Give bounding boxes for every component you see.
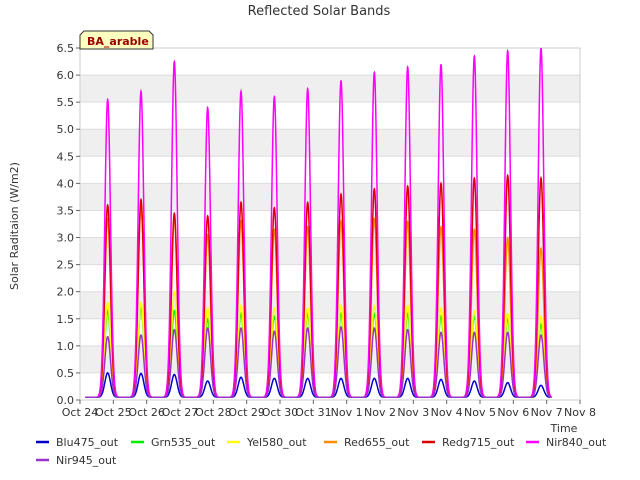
x-tick-label: Nov 5 — [464, 406, 496, 419]
y-tick-label: 6.0 — [57, 69, 75, 82]
y-tick-label: 3.0 — [57, 232, 75, 245]
x-tick-label: Oct 26 — [128, 406, 165, 419]
legend-label: Nir840_out — [546, 436, 607, 449]
plot-band — [80, 129, 580, 157]
x-tick-label: Nov 4 — [431, 406, 463, 419]
legend-label: Redg715_out — [442, 436, 515, 449]
legend: Blu475_out Grn535_out Yel580_out Red655_out… — [36, 436, 607, 467]
legend-label: Nir945_out — [56, 454, 117, 467]
legend-label: Blu475_out — [56, 436, 119, 449]
plot-frame — [79, 47, 581, 401]
x-tick-label: Oct 30 — [262, 406, 299, 419]
plot-band — [80, 183, 580, 211]
x-tick-label: Nov 8 — [564, 406, 596, 419]
y-tick-label: 0.5 — [57, 367, 75, 380]
x-tick-label: Nov 7 — [531, 406, 563, 419]
x-tick-label: Oct 29 — [228, 406, 265, 419]
series-line-nir945_out — [85, 325, 552, 399]
plot-band — [80, 291, 580, 319]
x-tick-label: Nov 3 — [397, 406, 429, 419]
x-tick-label: Oct 25 — [95, 406, 132, 419]
x-tick-label: Oct 31 — [295, 406, 332, 419]
x-tick-label: Nov 2 — [364, 406, 396, 419]
site-badge-label: BA_arable — [87, 35, 149, 48]
x-tick-label: Nov 6 — [497, 406, 529, 419]
site-badge: BA_arable — [79, 30, 154, 50]
plot-background — [80, 48, 580, 400]
y-tick-label: 0.0 — [57, 394, 75, 407]
plot-band — [80, 345, 580, 373]
chart-title: Reflected Solar Bands — [248, 4, 391, 19]
legend-label: Yel580_out — [246, 436, 307, 449]
x-tick-label: Oct 27 — [162, 406, 199, 419]
y-tick-label: 5.5 — [57, 96, 75, 109]
y-axis: 0.0 0.5 1.0 1.5 2.0 2.5 3.0 3.5 4.0 4.5 5.0 5.5 6.0 6… — [57, 42, 80, 407]
y-axis-label: Solar Raditaion (W/m2) — [8, 162, 21, 290]
x-axis-label: Time — [550, 422, 578, 435]
plot-area — [80, 48, 580, 400]
series-layer — [85, 47, 552, 399]
y-tick-label: 1.0 — [57, 340, 75, 353]
plot-band — [80, 237, 580, 265]
y-tick-label: 5.0 — [57, 123, 75, 136]
x-tick-label: Nov 1 — [331, 406, 363, 419]
legend-label: Grn535_out — [151, 436, 216, 449]
x-tick-label: Oct 24 — [62, 406, 99, 419]
y-tick-label: 4.0 — [57, 177, 75, 190]
y-tick-label: 1.5 — [57, 313, 75, 326]
y-tick-label: 4.5 — [57, 150, 75, 163]
plot-band — [80, 75, 580, 103]
y-tick-label: 2.5 — [57, 259, 75, 272]
site-badge-box — [79, 30, 154, 50]
x-tick-label: Oct 28 — [195, 406, 232, 419]
y-tick-label: 2.0 — [57, 286, 75, 299]
y-tick-label: 3.5 — [57, 204, 75, 217]
y-tick-label: 6.5 — [57, 42, 75, 55]
legend-label: Red655_out — [344, 436, 410, 449]
